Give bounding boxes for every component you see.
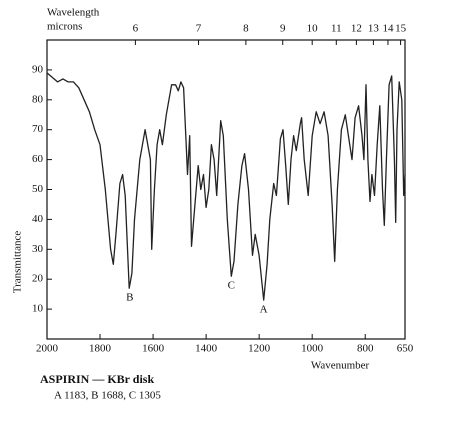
peak-annotation: B xyxy=(126,292,133,304)
y-tick-label: 90 xyxy=(32,63,44,75)
peak-annotation: A xyxy=(260,304,268,316)
y-axis-label: Transmittance xyxy=(12,231,24,294)
x-tick-label: 1600 xyxy=(142,343,165,355)
x2-tick-label: 6 xyxy=(133,23,139,35)
x2-tick-label: 12 xyxy=(351,23,362,35)
x-tick-label: 650 xyxy=(397,343,414,355)
x-axis-label: Wavenumber xyxy=(311,360,370,372)
x-tick-label: 1000 xyxy=(301,343,324,355)
y-tick-label: 40 xyxy=(32,213,44,225)
y-tick-label: 30 xyxy=(32,243,44,255)
y-tick-label: 50 xyxy=(32,183,44,195)
x2-tick-label: 15 xyxy=(395,23,407,35)
spectrum-line xyxy=(46,72,406,301)
x2-tick-label: 7 xyxy=(196,23,202,35)
peak-annotation: C xyxy=(228,280,235,292)
y-tick-label: 70 xyxy=(32,123,44,135)
x2-tick-label: 11 xyxy=(331,23,342,35)
x2-tick-label: 10 xyxy=(307,23,319,35)
x-tick-label: 800 xyxy=(357,343,374,355)
x2-tick-label: 8 xyxy=(243,23,249,35)
y-tick-label: 20 xyxy=(32,273,44,285)
top-axis-label: microns xyxy=(47,21,82,33)
x2-tick-label: 14 xyxy=(382,23,394,35)
y-tick-label: 80 xyxy=(32,93,44,105)
top-axis-label: Wavelength xyxy=(47,7,100,19)
chart-title: ASPIRIN — KBr disk xyxy=(40,372,154,386)
y-tick-label: 60 xyxy=(32,153,44,165)
x-tick-label: 2000 xyxy=(36,343,59,355)
x-tick-label: 1200 xyxy=(248,343,271,355)
x2-tick-label: 13 xyxy=(368,23,380,35)
y-tick-label: 10 xyxy=(32,303,44,315)
x-tick-label: 1400 xyxy=(195,343,218,355)
x-tick-label: 1800 xyxy=(89,343,112,355)
chart-subtitle: A 1183, B 1688, C 1305 xyxy=(54,390,161,402)
x2-tick-label: 9 xyxy=(280,23,286,35)
